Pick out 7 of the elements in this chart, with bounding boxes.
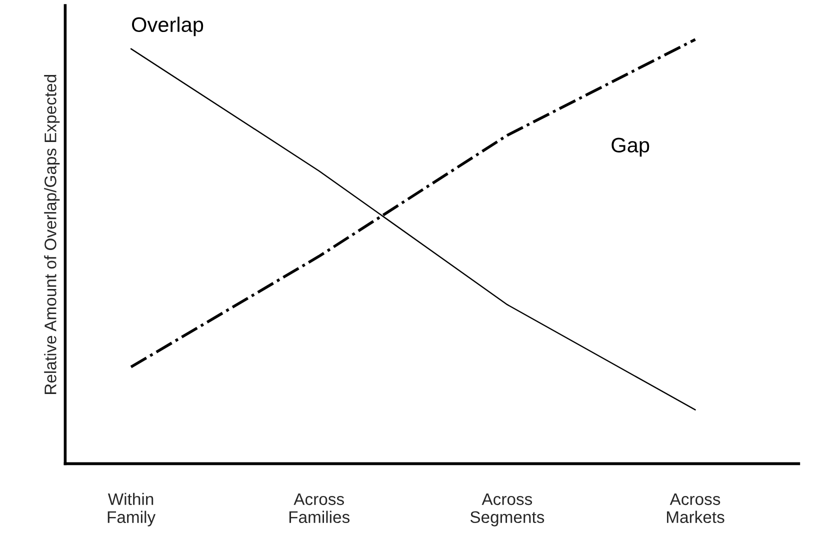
x-tick-label: Across Segments (470, 493, 544, 526)
y-axis-title: Relative Amount of Overlap/Gaps Expected (44, 74, 60, 394)
x-tick-label: Across Families (289, 493, 350, 524)
text: Gap (612, 138, 650, 157)
x-tick-label: Across Markets (666, 493, 724, 524)
series-label: Overlap (132, 16, 204, 36)
x-tick-label: Within Family (108, 492, 156, 526)
